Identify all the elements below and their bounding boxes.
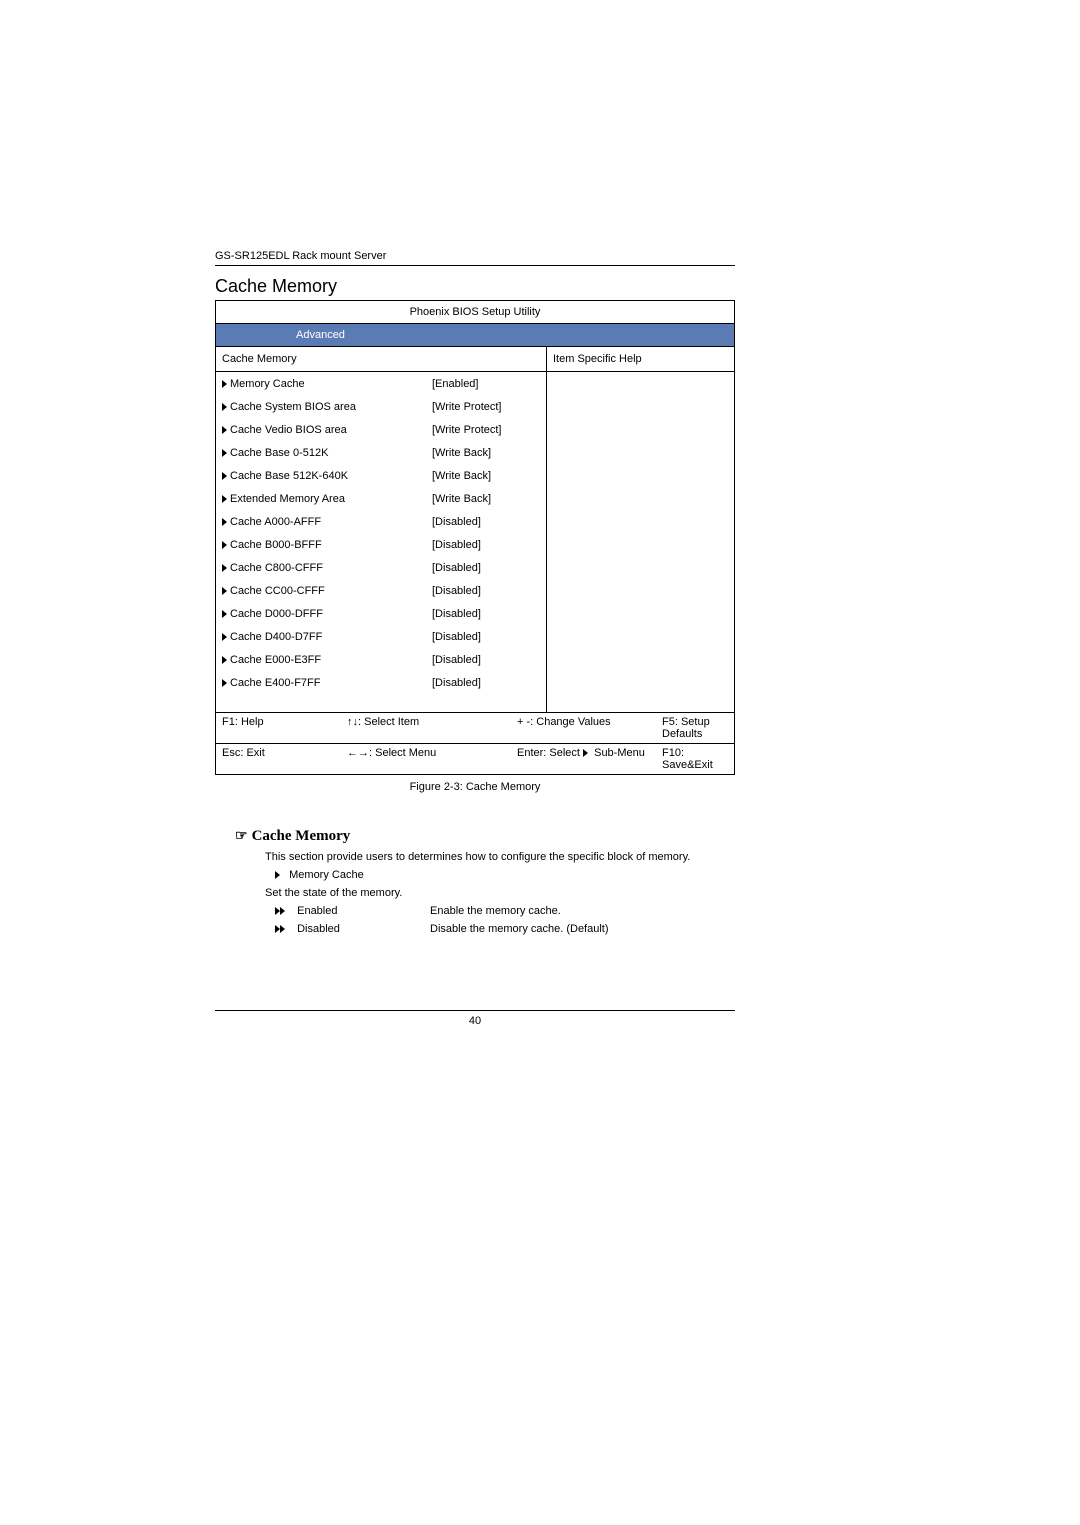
bios-setting-label: Memory Cache bbox=[216, 378, 432, 390]
bios-setting-row[interactable]: Extended Memory Area[Write Back] bbox=[216, 487, 546, 510]
triangle-icon bbox=[222, 495, 227, 503]
bios-setting-row[interactable]: Cache D000-DFFF[Disabled] bbox=[216, 602, 546, 625]
bios-setting-label: Extended Memory Area bbox=[216, 493, 432, 505]
triangle-icon bbox=[222, 426, 227, 434]
bios-setting-label: Cache C800-CFFF bbox=[216, 562, 432, 574]
option-description: Disable the memory cache. (Default) bbox=[430, 923, 609, 935]
bios-setting-row[interactable]: Cache D400-D7FF[Disabled] bbox=[216, 625, 546, 648]
bios-setting-row[interactable]: Memory Cache[Enabled] bbox=[216, 372, 546, 395]
setup-defaults: F5: Setup Defaults bbox=[662, 716, 728, 740]
bios-setting-row[interactable]: Cache B000-BFFF[Disabled] bbox=[216, 533, 546, 556]
description-heading: ☞Cache Memory bbox=[235, 828, 735, 845]
triangle-icon bbox=[222, 656, 227, 664]
bios-setting-value: [Write Back] bbox=[432, 493, 546, 505]
triangle-icon bbox=[222, 610, 227, 618]
description-state-line: Set the state of the memory. bbox=[265, 887, 735, 899]
bios-setting-row[interactable]: Cache A000-AFFF[Disabled] bbox=[216, 510, 546, 533]
triangle-icon bbox=[222, 587, 227, 595]
select-menu: ←→: Select Menu bbox=[347, 747, 517, 771]
figure-caption: Figure 2-3: Cache Memory bbox=[215, 781, 735, 793]
triangle-icon bbox=[275, 871, 280, 879]
bios-setting-value: [Disabled] bbox=[432, 608, 546, 620]
f1-help: F1: Help bbox=[222, 716, 347, 740]
triangle-icon bbox=[222, 518, 227, 526]
menu-title-right: Item Specific Help bbox=[547, 347, 735, 372]
change-values: + -: Change Values bbox=[517, 716, 662, 740]
section-title: Cache Memory bbox=[215, 276, 735, 297]
triangle-icon bbox=[222, 541, 227, 549]
enter-select-submenu: Enter: Select Sub-Menu bbox=[517, 747, 662, 771]
bios-setting-label: Cache D000-DFFF bbox=[216, 608, 432, 620]
bios-setting-value: [Disabled] bbox=[432, 539, 546, 551]
triangle-icon bbox=[222, 633, 227, 641]
option-row: EnabledEnable the memory cache. bbox=[265, 905, 735, 917]
bios-setting-value: [Write Protect] bbox=[432, 401, 546, 413]
triangle-icon bbox=[280, 907, 285, 915]
bios-setting-value: [Disabled] bbox=[432, 654, 546, 666]
option-name: Disabled bbox=[265, 923, 430, 935]
bios-setting-value: [Write Back] bbox=[432, 447, 546, 459]
bios-setting-row[interactable]: Cache E400-F7FF[Disabled] bbox=[216, 671, 546, 694]
bios-table: Phoenix BIOS Setup Utility Advanced Cach… bbox=[215, 300, 735, 775]
bios-setting-label: Cache System BIOS area bbox=[216, 401, 432, 413]
document-header: GS-SR125EDL Rack mount Server bbox=[215, 250, 735, 262]
bios-setting-row[interactable]: Cache Base 0-512K[Write Back] bbox=[216, 441, 546, 464]
bios-setting-label: Cache Base 512K-640K bbox=[216, 470, 432, 482]
bios-tab-advanced[interactable]: Advanced bbox=[216, 324, 735, 347]
triangle-icon bbox=[222, 449, 227, 457]
bios-setting-value: [Write Protect] bbox=[432, 424, 546, 436]
option-row: DisabledDisable the memory cache. (Defau… bbox=[265, 923, 735, 935]
bios-setting-label: Cache D400-D7FF bbox=[216, 631, 432, 643]
option-name: Enabled bbox=[265, 905, 430, 917]
description-intro: This section provide users to determines… bbox=[265, 851, 735, 863]
bios-setting-label: Cache Vedio BIOS area bbox=[216, 424, 432, 436]
bios-setting-value: [Write Back] bbox=[432, 470, 546, 482]
description-body: This section provide users to determines… bbox=[265, 851, 735, 935]
bios-footer-row-1: F1: Help ↑↓: Select Item + -: Change Val… bbox=[216, 713, 735, 744]
bios-setting-label: Cache B000-BFFF bbox=[216, 539, 432, 551]
bios-setting-row[interactable]: Cache Vedio BIOS area[Write Protect] bbox=[216, 418, 546, 441]
bios-setting-label: Cache Base 0-512K bbox=[216, 447, 432, 459]
bios-setting-label: Cache E400-F7FF bbox=[216, 677, 432, 689]
footer-rule bbox=[215, 1010, 735, 1011]
bios-setting-value: [Disabled] bbox=[432, 516, 546, 528]
bios-setting-value: [Disabled] bbox=[432, 562, 546, 574]
bios-setting-label: Cache CC00-CFFF bbox=[216, 585, 432, 597]
bios-setting-value: [Disabled] bbox=[432, 677, 546, 689]
help-panel bbox=[547, 372, 735, 713]
hand-icon: ☞ bbox=[235, 828, 248, 845]
bios-setting-value: [Disabled] bbox=[432, 585, 546, 597]
bios-setting-row[interactable]: Cache Base 512K-640K[Write Back] bbox=[216, 464, 546, 487]
triangle-icon bbox=[222, 679, 227, 687]
select-item: ↑↓: Select Item bbox=[347, 716, 517, 740]
triangle-icon bbox=[280, 925, 285, 933]
bios-utility-title: Phoenix BIOS Setup Utility bbox=[216, 301, 735, 324]
option-description: Enable the memory cache. bbox=[430, 905, 561, 917]
bios-setting-row[interactable]: Cache E000-E3FF[Disabled] bbox=[216, 648, 546, 671]
triangle-icon bbox=[222, 564, 227, 572]
bios-setting-value: [Disabled] bbox=[432, 631, 546, 643]
triangle-icon bbox=[222, 403, 227, 411]
bios-setting-row[interactable]: Cache CC00-CFFF[Disabled] bbox=[216, 579, 546, 602]
triangle-icon bbox=[222, 472, 227, 480]
save-exit: F10: Save&Exit bbox=[662, 747, 728, 771]
description-subitem: Memory Cache bbox=[265, 869, 735, 881]
triangle-icon bbox=[583, 749, 588, 757]
bios-footer-row-2: Esc: Exit ←→: Select Menu Enter: Select … bbox=[216, 744, 735, 775]
esc-exit: Esc: Exit bbox=[222, 747, 347, 771]
bios-setting-label: Cache E000-E3FF bbox=[216, 654, 432, 666]
bios-setting-label: Cache A000-AFFF bbox=[216, 516, 432, 528]
triangle-icon bbox=[222, 380, 227, 388]
bios-setting-row[interactable]: Cache C800-CFFF[Disabled] bbox=[216, 556, 546, 579]
page-number: 40 bbox=[215, 1015, 735, 1027]
bios-setting-value: [Enabled] bbox=[432, 378, 546, 390]
bios-setting-row[interactable]: Cache System BIOS area[Write Protect] bbox=[216, 395, 546, 418]
bios-settings-list: Memory Cache[Enabled]Cache System BIOS a… bbox=[216, 372, 546, 694]
header-rule bbox=[215, 265, 735, 266]
menu-title-left: Cache Memory bbox=[216, 347, 547, 372]
